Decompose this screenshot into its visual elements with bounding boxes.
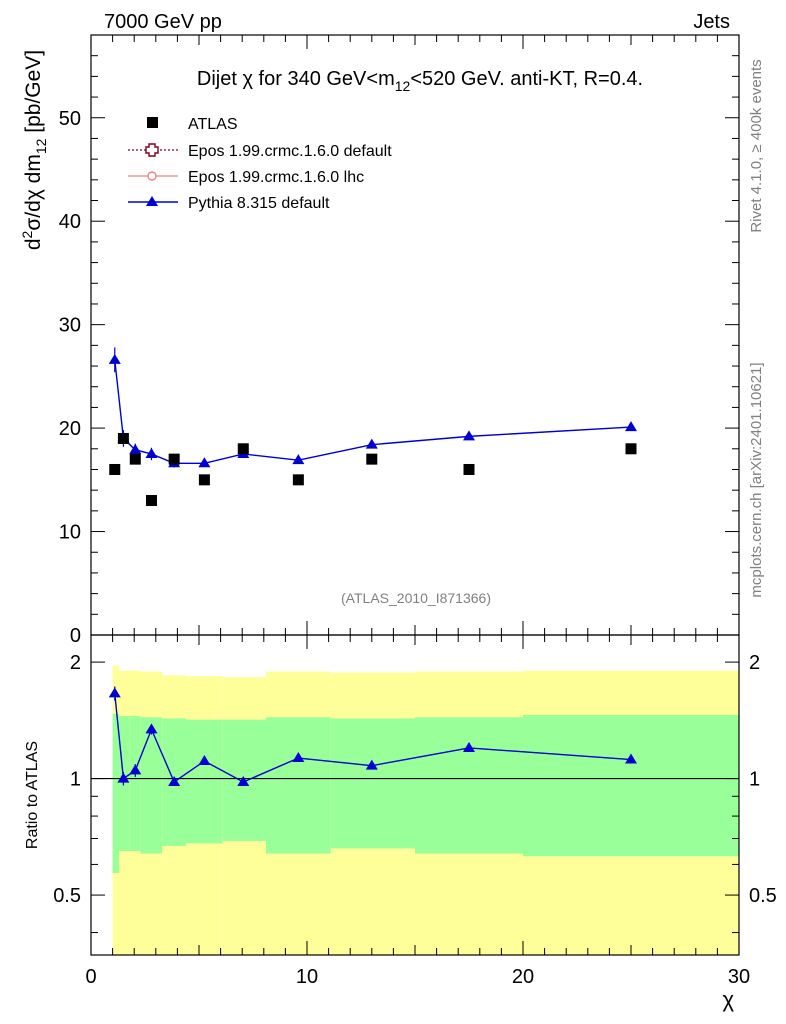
atlas-point	[237, 443, 249, 455]
atlas-point	[117, 432, 129, 444]
pythia-point	[625, 421, 637, 432]
ratio-band-inner	[119, 716, 130, 851]
main-series	[108, 347, 637, 507]
ylabel-unit: [pb/GeV]	[22, 50, 45, 139]
y-tick-label: 10	[59, 522, 81, 544]
main-axis-ticks: 0 10 20 30 40 50	[59, 34, 740, 647]
plot-title: Dijet χ for 340 GeV<m12<520 GeV. anti-KT…	[197, 68, 643, 94]
pythia-point	[108, 353, 121, 364]
y-tick-label: 20	[59, 418, 81, 440]
atlas-point	[129, 453, 141, 465]
legend-label-pythia: Pythia 8.315 default	[188, 195, 330, 212]
x-tick-label: 20	[512, 966, 534, 988]
pythia-point	[292, 454, 305, 465]
atlas-point	[625, 443, 637, 455]
pythia-point	[463, 430, 475, 441]
beam-label: 7000 GeV pp	[104, 11, 222, 33]
atlas-point	[463, 463, 475, 475]
atlas-point	[145, 495, 157, 507]
atlas-point	[168, 453, 180, 465]
ratio-band-inner	[415, 717, 523, 854]
analysis-tag: (ATLAS_2010_I871366)	[341, 590, 491, 606]
ratio-uncertainty-bands	[112, 665, 739, 955]
legend-marker-pythia	[146, 196, 158, 206]
ratio-band-inner	[330, 718, 415, 849]
ratio-pythia-point	[145, 723, 158, 734]
ylabel-sub: 12	[33, 138, 49, 154]
ratio-band-inner	[129, 716, 141, 851]
ratio-band-inner	[265, 717, 331, 854]
legend-marker-atlas	[147, 117, 158, 128]
rivet-version-label: Rivet 4.1.0, ≥ 400k events	[748, 59, 765, 232]
ratio-y-tick-label-left: 0.5	[53, 885, 81, 907]
ratio-y-tick-label-left: 1	[70, 769, 81, 791]
ratio-pythia-point	[117, 772, 130, 783]
y-tick-label: 40	[59, 211, 81, 233]
ratio-band-inner	[523, 714, 739, 857]
ratio-pythia-point	[108, 687, 121, 698]
ratio-pythia-point	[292, 752, 305, 763]
atlas-point	[366, 453, 378, 465]
ratio-pythia-point	[129, 764, 142, 775]
x-tick-label: 30	[728, 966, 750, 988]
category-label: Jets	[693, 11, 730, 33]
ylabel-sup: 2	[19, 230, 35, 238]
ratio-band-inner	[112, 713, 120, 874]
legend-label-epos-lhc: Epos 1.99.crmc.1.6.0 lhc	[188, 169, 364, 186]
legend-label-atlas: ATLAS	[188, 116, 238, 133]
legend-label-epos-default: Epos 1.99.crmc.1.6.0 default	[188, 143, 392, 160]
y-tick-label: 0	[70, 625, 81, 647]
ratio-y-tick-label-right: 1	[749, 769, 760, 791]
ratio-pythia-point	[168, 775, 181, 786]
ratio-y-axis-label: Ratio to ATLAS	[24, 741, 41, 849]
main-y-axis-label: d2σ/dχ dm12 [pb/GeV]	[19, 50, 49, 250]
ratio-panel: 0.5 0.51 12 20 10 20 30 Ratio to ATLAS χ	[24, 634, 777, 1012]
ratio-pythia-point	[625, 753, 637, 764]
ratio-frame	[90, 634, 740, 956]
x-tick-label: 0	[85, 966, 96, 988]
x-axis-label: χ	[722, 987, 734, 1012]
pythia-point	[145, 447, 158, 458]
pythia-point	[198, 457, 211, 468]
atlas-point	[109, 463, 121, 475]
ratio-pythia-point	[237, 775, 250, 786]
title-post: <520 GeV. anti-KT, R=0.4.	[410, 68, 643, 90]
main-panel: Dijet χ for 340 GeV<m12<520 GeV. anti-KT…	[19, 34, 740, 647]
ratio-band-inner	[140, 717, 163, 854]
ratio-series	[108, 686, 637, 786]
title-mid: for 340 GeV<m	[253, 68, 395, 90]
ratio-y-tick-label-right: 2	[749, 652, 760, 674]
ratio-band-inner	[186, 719, 223, 844]
atlas-point	[292, 474, 304, 486]
legend-marker-epos-default	[145, 143, 159, 157]
legend-marker-epos-lhc	[147, 171, 157, 181]
x-tick-label: 10	[296, 966, 318, 988]
ylabel-d: d	[22, 238, 45, 250]
pythia-point	[365, 438, 378, 449]
title-sub: 12	[395, 78, 411, 94]
ratio-pythia-point	[365, 759, 378, 770]
pythia-point	[129, 443, 142, 454]
ratio-y-tick-label-right: 0.5	[749, 885, 777, 907]
ratio-pythia-point	[463, 741, 475, 752]
ratio-y-tick-label-left: 2	[70, 652, 81, 674]
legend: ATLAS Epos 1.99.crmc.1.6.0 default Epos …	[128, 116, 392, 212]
ratio-pythia-point	[198, 755, 211, 766]
y-tick-label: 50	[59, 108, 81, 130]
mcplots-label: mcplots.cern.ch [arXiv:2401.10621]	[748, 362, 765, 597]
title-pre: Dijet	[197, 68, 243, 90]
y-tick-label: 30	[59, 315, 81, 337]
atlas-point	[198, 474, 210, 486]
title-chi: χ	[243, 68, 254, 90]
ylabel-sigma: σ/dχ dm	[22, 154, 45, 231]
